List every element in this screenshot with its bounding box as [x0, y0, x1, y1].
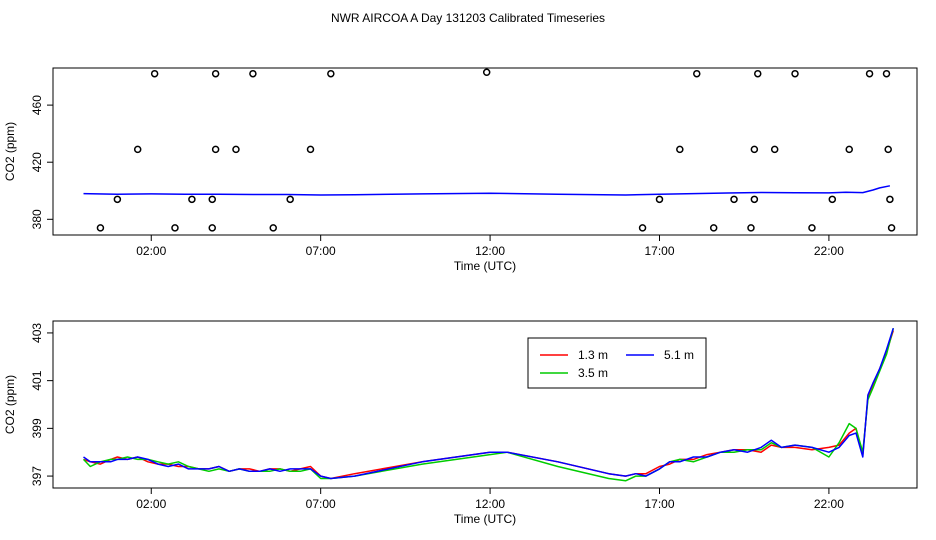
x-tick-label: 07:00	[306, 497, 336, 511]
y-tick-label: 460	[30, 95, 44, 115]
data-point	[693, 69, 701, 78]
x-tick-label: 02:00	[136, 244, 166, 258]
y-tick-label: 380	[30, 209, 44, 229]
series-line	[83, 330, 895, 480]
data-point	[754, 69, 762, 78]
x-tick-label: 07:00	[306, 244, 336, 258]
legend-label: 5.1 m	[664, 348, 694, 362]
data-point	[327, 69, 335, 78]
data-point	[865, 69, 874, 78]
bottom-panel-y-axis: 397 399 401 403	[30, 323, 53, 486]
data-point	[208, 224, 216, 232]
legend-box	[527, 337, 707, 389]
chart-title: NWR AIRCOA A Day 131203 Calibrated Times…	[331, 11, 605, 25]
top-panel-y-label: CO2 (ppm)	[3, 122, 17, 181]
data-point	[676, 145, 684, 154]
legend-label: 1.3 m	[578, 348, 608, 362]
data-point	[269, 224, 277, 232]
data-point	[887, 224, 896, 232]
data-point	[211, 145, 220, 154]
bottom-panel: 02:00 07:00 12:00 17:00 22:00 397 399 401 403 T…	[3, 320, 918, 526]
data-point	[791, 69, 799, 78]
bottom-panel-frame	[52, 320, 918, 489]
top-panel-x-label: Time (UTC)	[454, 259, 516, 273]
bottom-panel-series	[82, 327, 895, 482]
data-point	[884, 145, 892, 154]
bottom-panel-y-label: CO2 (ppm)	[3, 375, 17, 434]
top-panel-series	[83, 68, 896, 232]
data-point	[638, 224, 647, 232]
x-tick-label: 02:00	[136, 497, 166, 511]
series-line	[83, 327, 895, 480]
data-point	[113, 195, 122, 204]
legend: 1.3 m 3.5 m 5.1 m	[527, 337, 707, 389]
top-panel-x-axis: 02:00 07:00 12:00 17:00 22:00	[136, 235, 844, 258]
data-point	[306, 145, 315, 154]
legend-label: 3.5 m	[578, 366, 608, 380]
y-tick-label: 403	[30, 323, 44, 343]
x-tick-label: 17:00	[644, 244, 674, 258]
top-panel-frame	[52, 67, 918, 236]
x-tick-label: 12:00	[475, 497, 505, 511]
data-point	[882, 69, 891, 78]
data-point	[845, 145, 853, 154]
series-line	[82, 328, 895, 482]
data-point	[886, 195, 894, 204]
data-point	[828, 195, 837, 204]
data-point	[747, 224, 755, 232]
data-point	[808, 224, 816, 232]
x-tick-label: 22:00	[814, 244, 844, 258]
series-line	[83, 185, 891, 196]
y-tick-label: 399	[30, 418, 44, 438]
y-tick-label: 401	[30, 370, 44, 390]
data-point	[208, 195, 216, 204]
bottom-panel-x-axis: 02:00 07:00 12:00 17:00 22:00	[136, 488, 844, 511]
bottom-panel-x-label: Time (UTC)	[454, 512, 516, 526]
x-tick-label: 12:00	[475, 244, 505, 258]
data-point	[150, 69, 159, 78]
data-point	[482, 68, 491, 77]
data-point	[96, 224, 105, 232]
data-point	[133, 145, 142, 154]
data-point	[171, 224, 179, 232]
data-point	[730, 195, 738, 204]
data-point	[188, 195, 196, 204]
data-point	[232, 145, 240, 154]
data-point	[750, 145, 759, 154]
data-point	[750, 195, 759, 204]
data-point	[709, 224, 718, 232]
x-tick-label: 17:00	[644, 497, 674, 511]
data-point	[211, 69, 220, 78]
x-tick-label: 22:00	[814, 497, 844, 511]
top-panel: 02:00 07:00 12:00 17:00 22:00 380 420 460 Time…	[3, 67, 918, 273]
data-point	[655, 195, 664, 204]
data-point	[286, 195, 294, 204]
data-point	[249, 69, 257, 78]
y-tick-label: 397	[30, 466, 44, 486]
top-panel-y-axis: 380 420 460	[30, 95, 53, 229]
y-tick-label: 420	[30, 152, 44, 172]
data-point	[770, 145, 779, 154]
